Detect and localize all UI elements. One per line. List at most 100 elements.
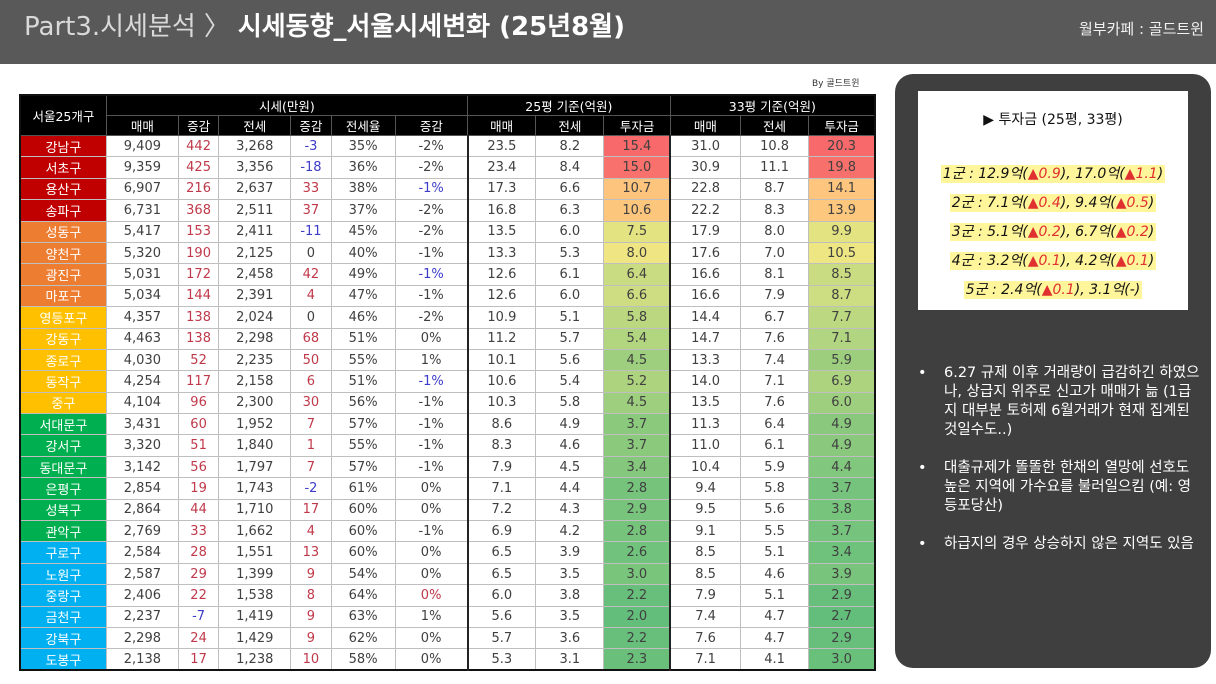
chevron-right-icon: 〉 (203, 12, 230, 42)
table-cell: 4.7 (739, 626, 810, 650)
table-cell: 11.3 (669, 413, 741, 436)
table-cell: -2% (394, 156, 469, 179)
table-cell: 24 (178, 626, 220, 650)
table-cell: -7 (178, 605, 220, 628)
table-cell: 7.9 (466, 455, 537, 479)
table-cell: -1% (394, 284, 469, 308)
column-header: 전세율 (330, 115, 396, 136)
table-row: 중랑구 2,406 22 1,538 8 64% 0% 6.0 3.8 2.2 7.9 5.1 2.9 (19, 584, 876, 607)
table-cell: 8.0 (603, 241, 671, 265)
investment-text: ) (1148, 253, 1155, 269)
investment-text: 2군 : 7.1억( (951, 195, 1028, 211)
table-cell: 10.6 (466, 370, 537, 393)
table-cell: 7.7 (808, 306, 876, 329)
table-cell: 8.5 (669, 541, 741, 564)
table-cell: 7.9 (669, 584, 741, 607)
table-cell: 17 (290, 498, 332, 522)
district-name: 금천구 (19, 605, 107, 628)
district-name: 광진구 (19, 263, 107, 286)
table-cell: 9 (290, 562, 332, 586)
table-cell: 22.2 (669, 199, 741, 222)
district-name: 마포구 (19, 284, 107, 308)
table-cell: -2% (394, 199, 469, 222)
table-cell: 4.6 (739, 562, 810, 586)
table-cell: 0% (394, 498, 469, 522)
table-cell: 1,419 (218, 605, 292, 628)
table-cell: 8.7 (739, 177, 810, 201)
increase-value: ▲1.1 (1124, 166, 1158, 182)
table-cell: 2.3 (603, 648, 671, 671)
table-row: 서초구 9,359 425 3,356 -18 36% -2% 23.4 8.4 15.0 30.9… (19, 156, 876, 179)
increase-value: ▲0.4 (1027, 195, 1061, 211)
bullet-dot-icon: • (918, 536, 927, 552)
table-cell: -1% (394, 434, 469, 457)
column-header: 증감 (394, 115, 469, 136)
table-cell: 4.6 (535, 434, 605, 457)
table-cell: 13.5 (669, 391, 741, 415)
column-header: 매매 (669, 115, 741, 136)
table-cell: 36% (330, 156, 396, 179)
table-cell: 3,431 (105, 413, 180, 436)
table-cell: 56% (330, 391, 396, 415)
table-cell: 3.8 (808, 498, 876, 522)
table-cell: 2,864 (105, 498, 180, 522)
table-cell: 17 (178, 648, 220, 671)
table-cell: 190 (178, 241, 220, 265)
table-cell: 6.6 (535, 177, 605, 201)
table-cell: 3.8 (535, 584, 605, 607)
table-cell: 9 (290, 626, 332, 650)
table-cell: 4.3 (535, 498, 605, 522)
table-cell: 6.1 (535, 263, 605, 286)
table-row: 양천구 5,320 190 2,125 0 40% -1% 13.3 5.3 8.0 17.6 7.0… (19, 241, 876, 265)
table-cell: 442 (178, 134, 220, 158)
table-cell: -1% (394, 263, 469, 286)
table-cell: 68 (290, 327, 332, 350)
table-cell: 4.9 (535, 413, 605, 436)
district-name: 성북구 (19, 498, 107, 522)
table-cell: 5.3 (535, 241, 605, 265)
table-cell: 7.1 (466, 477, 537, 500)
table-cell: 4.5 (535, 455, 605, 479)
investment-text: 3군 : 5.1억( (951, 224, 1028, 240)
investment-text: 1군 : 12.9억( (942, 166, 1028, 182)
table-cell: 8.2 (535, 134, 605, 158)
table-cell: 5.8 (739, 477, 810, 500)
investment-text: ), 17.0억( (1060, 166, 1125, 182)
table-cell: 30.9 (669, 156, 741, 179)
table-cell: 13 (290, 541, 332, 564)
table-row: 관악구 2,769 33 1,662 4 60% -1% 6.9 4.2 2.8 9.1 5.5 3.7 (19, 520, 876, 543)
table-cell: 3.7 (603, 413, 671, 436)
table-cell: 0 (290, 306, 332, 329)
table-cell: 1 (290, 434, 332, 457)
table-cell: 5.5 (739, 520, 810, 543)
table-cell: 172 (178, 263, 220, 286)
district-name: 도봉구 (19, 648, 107, 671)
table-cell: 44 (178, 498, 220, 522)
table-cell: 16.6 (669, 284, 741, 308)
table-cell: 7.2 (466, 498, 537, 522)
table-cell: 35% (330, 134, 396, 158)
table-cell: 12.6 (466, 263, 537, 286)
table-row: 은평구 2,854 19 1,743 -2 61% 0% 7.1 4.4 2.8 9.4 5.8 3.7 (19, 477, 876, 500)
table-cell: 144 (178, 284, 220, 308)
table-cell: 10.8 (739, 134, 810, 158)
table-cell: 0% (394, 584, 469, 607)
investment-text: ), 9.4억( (1060, 195, 1116, 211)
table-cell: 5,320 (105, 241, 180, 265)
table-cell: 4.9 (808, 413, 876, 436)
column-header: 매매 (105, 115, 180, 136)
table-cell: -1% (394, 177, 469, 201)
table-cell: 55% (330, 434, 396, 457)
table-cell: 2.9 (603, 498, 671, 522)
table-cell: 56 (178, 455, 220, 479)
table-cell: 4,104 (105, 391, 180, 415)
table-cell: 1,551 (218, 541, 292, 564)
table-cell: 6 (290, 370, 332, 393)
column-header: 투자금 (808, 115, 876, 136)
table-cell: 3.5 (535, 562, 605, 586)
table-cell: 13.3 (466, 241, 537, 265)
table-cell: 1,538 (218, 584, 292, 607)
table-cell: 5.8 (535, 391, 605, 415)
investment-text: ), 6.7억( (1060, 224, 1116, 240)
district-name: 양천구 (19, 241, 107, 265)
